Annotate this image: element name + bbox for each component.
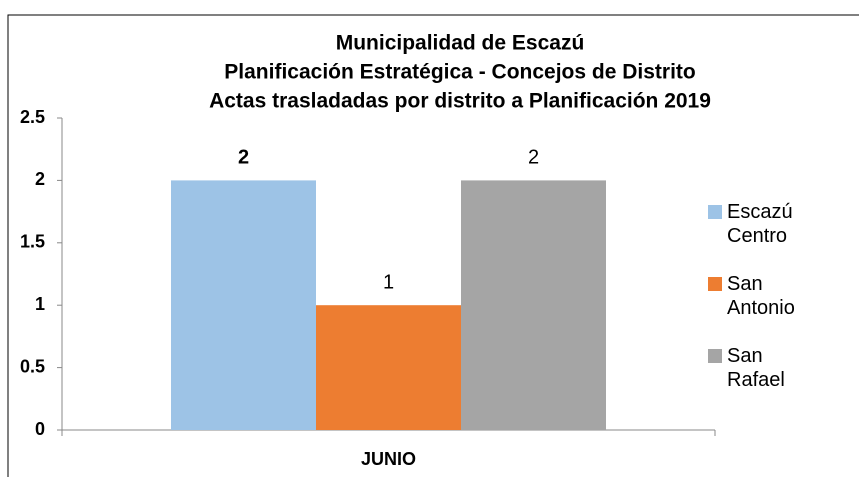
y-tick-label: 2 (35, 169, 45, 189)
legend-item: Escazú Centro (708, 200, 828, 248)
x-tick-label: JUNIO (361, 449, 416, 469)
legend-swatch (708, 277, 722, 291)
legend-label: Escazú Centro (727, 201, 793, 247)
chart-title: Municipalidad de Escazú (336, 32, 585, 55)
y-tick-label: 0.5 (20, 356, 45, 376)
y-tick-label: 2.5 (20, 107, 45, 127)
legend-item: San Antonio (708, 272, 828, 320)
data-label: 1 (383, 271, 394, 293)
chart-title: Actas trasladadas por distrito a Planifi… (209, 90, 711, 113)
bar (171, 180, 316, 430)
y-tick-label: 1 (35, 294, 45, 314)
legend-swatch (708, 349, 722, 363)
legend-label: San Rafael (727, 345, 785, 391)
chart-border (7, 14, 859, 477)
y-tick-label: 0 (35, 419, 45, 439)
bar (461, 180, 606, 430)
chart-title: Planificación Estratégica - Concejos de … (224, 61, 695, 84)
data-label: 2 (528, 147, 539, 169)
legend-label: San Antonio (727, 273, 795, 319)
data-label: 2 (238, 147, 249, 169)
y-tick-label: 1.5 (20, 232, 45, 252)
legend-swatch (708, 205, 722, 219)
bar (316, 305, 461, 430)
legend-item: San Rafael (708, 344, 828, 392)
